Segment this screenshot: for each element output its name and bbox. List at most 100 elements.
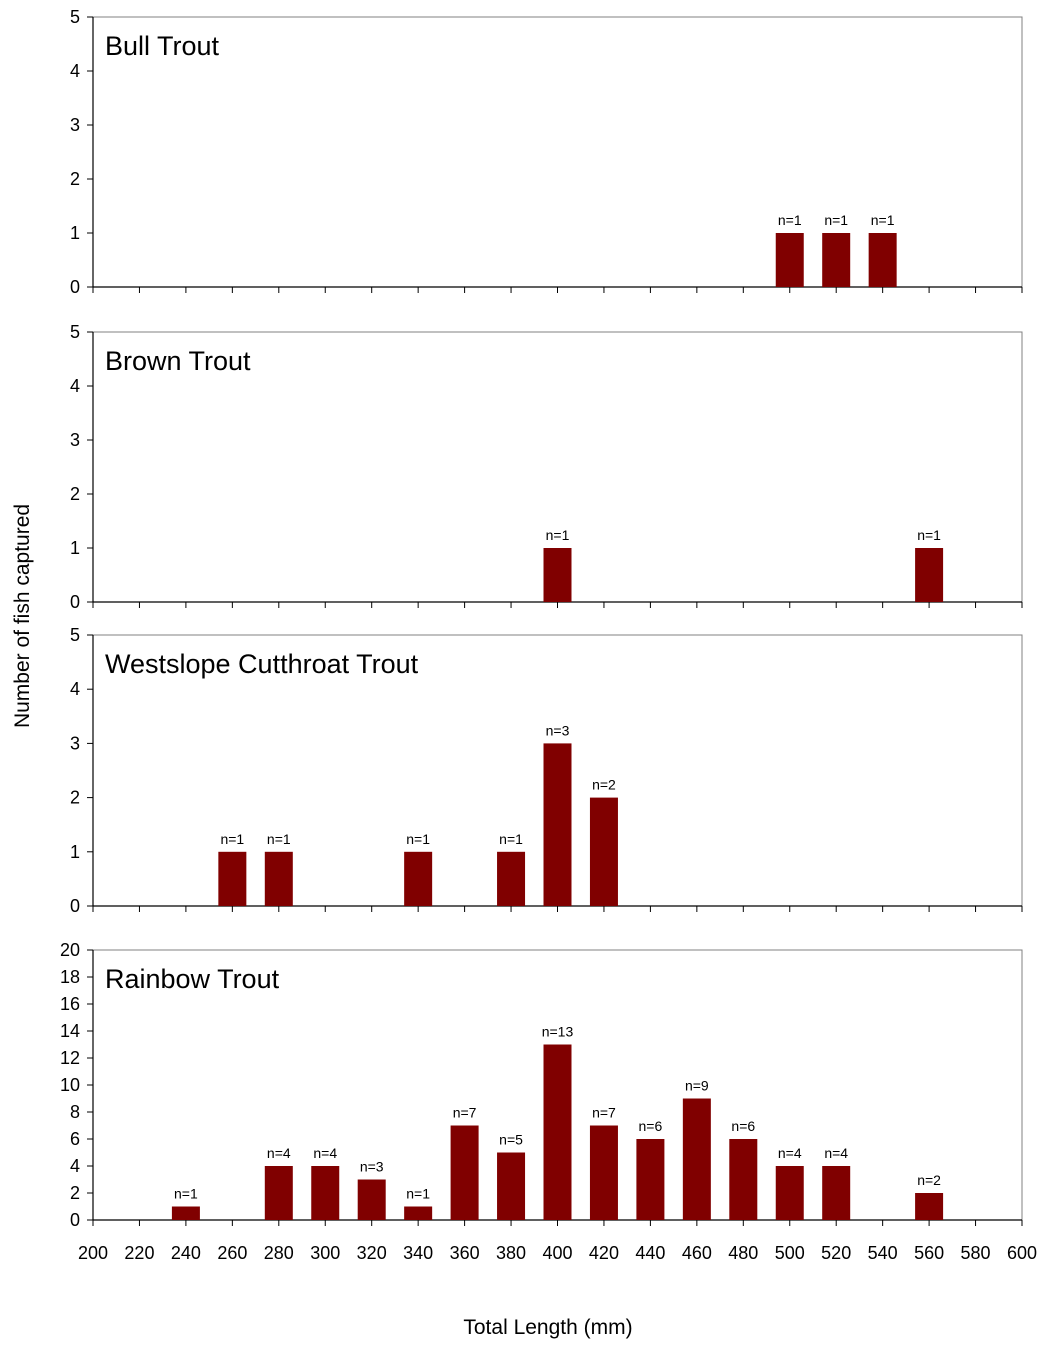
panel-title-bull-trout: Bull Trout xyxy=(105,31,220,61)
bar-label-rainbow-trout-440: n=6 xyxy=(639,1118,663,1134)
y-tick-label-bull-trout: 0 xyxy=(70,277,80,297)
bar-westslope-cutthroat-trout-340 xyxy=(404,851,433,906)
bar-label-rainbow-trout-560: n=2 xyxy=(917,1172,941,1188)
x-tick-label: 520 xyxy=(821,1243,851,1263)
x-tick-label: 240 xyxy=(171,1243,201,1263)
x-tick-label: 420 xyxy=(589,1243,619,1263)
bar-rainbow-trout-320 xyxy=(357,1179,386,1220)
bar-bull-trout-500 xyxy=(775,233,804,287)
x-tick-label: 580 xyxy=(961,1243,991,1263)
y-tick-label-rainbow-trout: 14 xyxy=(60,1021,80,1041)
y-tick-label-westslope-cutthroat-trout: 1 xyxy=(70,842,80,862)
y-tick-label-westslope-cutthroat-trout: 2 xyxy=(70,788,80,808)
bar-label-rainbow-trout-520: n=4 xyxy=(824,1145,848,1161)
x-tick-label: 500 xyxy=(775,1243,805,1263)
bar-rainbow-trout-440 xyxy=(636,1139,665,1220)
panel-title-westslope-cutthroat-trout: Westslope Cutthroat Trout xyxy=(105,649,419,679)
bar-label-rainbow-trout-340: n=1 xyxy=(406,1186,430,1202)
bar-bull-trout-520 xyxy=(822,233,851,287)
x-tick-label: 300 xyxy=(310,1243,340,1263)
y-tick-label-brown-trout: 4 xyxy=(70,376,80,396)
bar-rainbow-trout-420 xyxy=(589,1125,618,1220)
y-tick-label-bull-trout: 3 xyxy=(70,115,80,135)
bar-label-rainbow-trout-280: n=4 xyxy=(267,1145,291,1161)
bar-label-rainbow-trout-500: n=4 xyxy=(778,1145,802,1161)
y-tick-label-bull-trout: 1 xyxy=(70,223,80,243)
x-tick-label: 340 xyxy=(403,1243,433,1263)
x-tick-label: 540 xyxy=(868,1243,898,1263)
bar-label-westslope-cutthroat-trout-340: n=1 xyxy=(406,831,430,847)
y-tick-label-brown-trout: 2 xyxy=(70,484,80,504)
bar-label-westslope-cutthroat-trout-280: n=1 xyxy=(267,831,291,847)
bar-westslope-cutthroat-trout-380 xyxy=(497,851,526,906)
x-tick-label: 460 xyxy=(682,1243,712,1263)
bar-rainbow-trout-460 xyxy=(682,1098,711,1220)
bar-label-brown-trout-560: n=1 xyxy=(917,527,941,543)
x-tick-label: 200 xyxy=(78,1243,108,1263)
y-tick-label-westslope-cutthroat-trout: 0 xyxy=(70,896,80,916)
bar-label-brown-trout-400: n=1 xyxy=(546,527,570,543)
x-tick-label: 320 xyxy=(357,1243,387,1263)
y-tick-label-brown-trout: 3 xyxy=(70,430,80,450)
bar-rainbow-trout-400 xyxy=(543,1044,572,1220)
y-tick-label-westslope-cutthroat-trout: 3 xyxy=(70,733,80,753)
bar-rainbow-trout-480 xyxy=(729,1139,758,1220)
bar-rainbow-trout-360 xyxy=(450,1125,479,1220)
bar-rainbow-trout-280 xyxy=(264,1166,293,1220)
bar-rainbow-trout-520 xyxy=(822,1166,851,1220)
y-tick-label-rainbow-trout: 2 xyxy=(70,1183,80,1203)
y-tick-label-rainbow-trout: 8 xyxy=(70,1102,80,1122)
x-tick-label: 480 xyxy=(728,1243,758,1263)
bar-label-rainbow-trout-420: n=7 xyxy=(592,1105,616,1121)
bar-brown-trout-560 xyxy=(915,548,944,602)
x-tick-label: 260 xyxy=(217,1243,247,1263)
panel-title-brown-trout: Brown Trout xyxy=(105,346,251,376)
bar-label-westslope-cutthroat-trout-400: n=3 xyxy=(546,722,570,738)
x-tick-label: 600 xyxy=(1007,1243,1037,1263)
bar-rainbow-trout-300 xyxy=(311,1166,340,1220)
y-tick-label-bull-trout: 2 xyxy=(70,169,80,189)
bar-label-bull-trout-520: n=1 xyxy=(824,212,848,228)
bar-westslope-cutthroat-trout-420 xyxy=(589,797,618,906)
bar-rainbow-trout-560 xyxy=(915,1193,944,1220)
bar-rainbow-trout-500 xyxy=(775,1166,804,1220)
y-tick-label-rainbow-trout: 0 xyxy=(70,1210,80,1230)
y-tick-label-rainbow-trout: 18 xyxy=(60,967,80,987)
bar-label-rainbow-trout-480: n=6 xyxy=(731,1118,755,1134)
bar-label-westslope-cutthroat-trout-420: n=2 xyxy=(592,777,616,793)
x-tick-label: 380 xyxy=(496,1243,526,1263)
x-tick-label: 400 xyxy=(542,1243,572,1263)
x-tick-label: 560 xyxy=(914,1243,944,1263)
y-tick-label-brown-trout: 5 xyxy=(70,322,80,342)
y-tick-label-bull-trout: 5 xyxy=(70,7,80,27)
x-tick-label: 220 xyxy=(124,1243,154,1263)
panel-title-rainbow-trout: Rainbow Trout xyxy=(105,964,280,994)
y-tick-label-rainbow-trout: 12 xyxy=(60,1048,80,1068)
x-tick-label: 360 xyxy=(450,1243,480,1263)
bar-label-rainbow-trout-240: n=1 xyxy=(174,1186,198,1202)
bar-label-rainbow-trout-400: n=13 xyxy=(542,1024,574,1040)
bar-rainbow-trout-340 xyxy=(404,1206,433,1220)
y-tick-label-westslope-cutthroat-trout: 5 xyxy=(70,625,80,645)
bar-label-bull-trout-540: n=1 xyxy=(871,212,895,228)
bar-westslope-cutthroat-trout-400 xyxy=(543,743,572,906)
y-tick-label-rainbow-trout: 4 xyxy=(70,1156,80,1176)
bar-label-rainbow-trout-320: n=3 xyxy=(360,1159,384,1175)
y-tick-label-rainbow-trout: 16 xyxy=(60,994,80,1014)
x-tick-label: 440 xyxy=(635,1243,665,1263)
x-tick-label: 280 xyxy=(264,1243,294,1263)
bar-westslope-cutthroat-trout-260 xyxy=(218,851,247,906)
bar-label-rainbow-trout-460: n=9 xyxy=(685,1078,709,1094)
bar-label-rainbow-trout-380: n=5 xyxy=(499,1132,523,1148)
bar-brown-trout-400 xyxy=(543,548,572,602)
bar-bull-trout-540 xyxy=(868,233,897,287)
y-tick-label-rainbow-trout: 20 xyxy=(60,940,80,960)
y-tick-label-brown-trout: 1 xyxy=(70,538,80,558)
y-axis-title: Number of fish captured xyxy=(11,504,34,728)
bar-label-bull-trout-500: n=1 xyxy=(778,212,802,228)
y-tick-label-rainbow-trout: 10 xyxy=(60,1075,80,1095)
y-tick-label-rainbow-trout: 6 xyxy=(70,1129,80,1149)
bar-rainbow-trout-380 xyxy=(497,1152,526,1220)
bar-label-westslope-cutthroat-trout-380: n=1 xyxy=(499,831,523,847)
